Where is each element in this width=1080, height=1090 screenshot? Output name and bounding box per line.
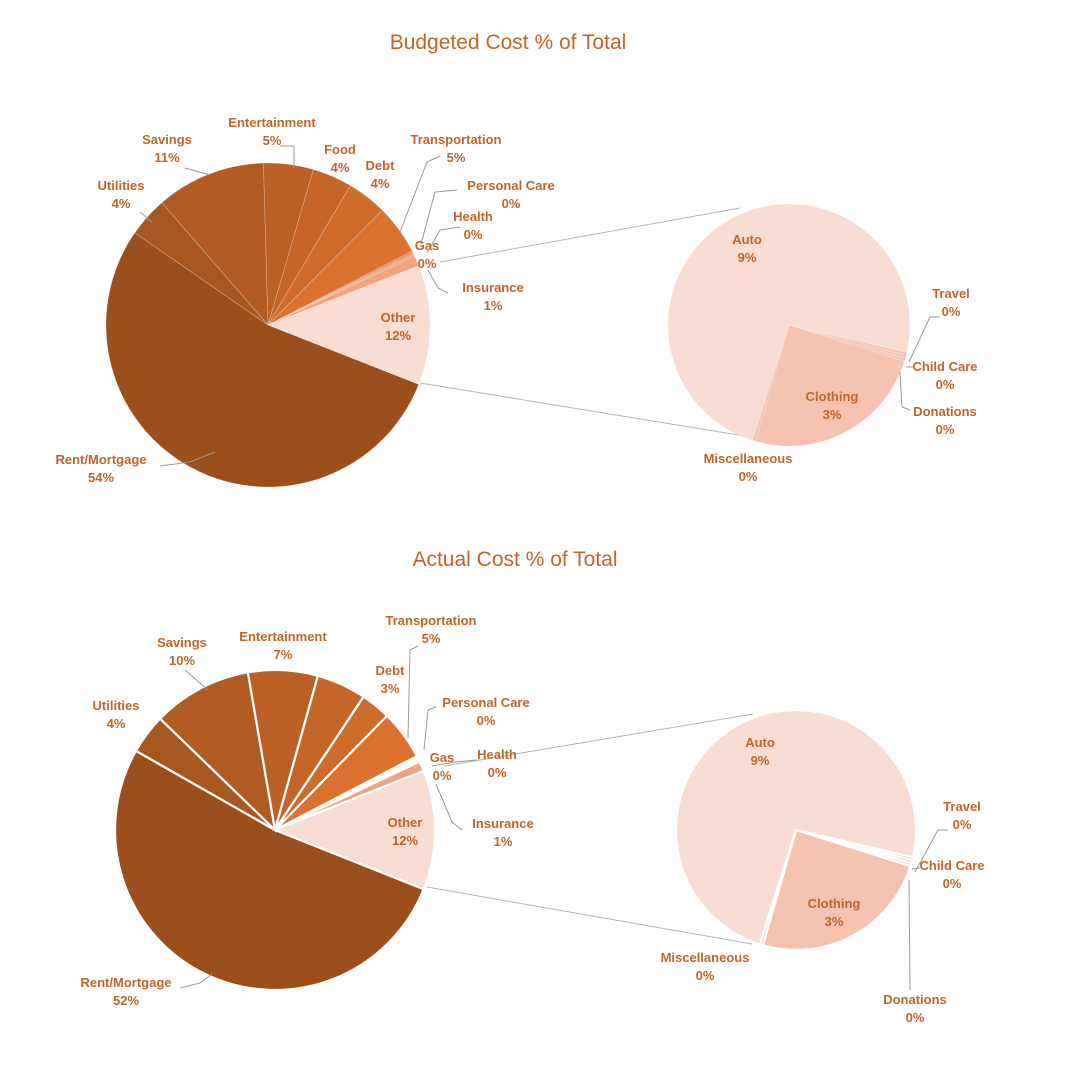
budgeted-secondary-slice-auto [667,203,911,441]
actual-secondary-leader-donations [908,879,911,991]
budgeted-secondary-slice-travel [788,324,908,356]
budgeted-secondary-slice-donations [788,324,906,362]
actual-secondary-slice-clothing [761,828,912,952]
budgeted-main-label-insurance: Insurance 1% [462,280,523,313]
actual-main-label-debt: Debt 3% [376,663,406,696]
budgeted-secondary-label-auto: Auto 9% [732,232,762,265]
actual-cost-chart: Actual Cost % of Total Rent/Mortgage 52% U… [81,548,985,1025]
actual-secondary-label-clothing: Clothing 3% [808,896,861,929]
budgeted-main-slice-debt [267,185,383,326]
actual-main-label-health: Health 0% [477,747,517,780]
actual-main-label-transportation: Transportation 5% [385,613,476,646]
budgeted-main-leader-insurance [427,269,449,294]
actual-main-label-insurance: Insurance 1% [472,816,533,849]
actual-main-label-entertainment: Entertainment 7% [239,629,327,662]
budgeted-secondary-label-donations: Donations 0% [913,404,977,437]
actual-main-leader-transportation [407,645,419,739]
budgeted-secondary-label-travel: Travel 0% [932,286,970,319]
budgeted-main-label-personal-care: Personal Care 0% [467,178,554,211]
actual-main-leader-personal-care [423,706,437,751]
actual-main-label-food: Food 5% [316,696,348,729]
budgeted-main-leader-personal-care [420,189,458,245]
budgeted-main-leader-rent-mortgage [159,451,216,467]
actual-secondary-label-auto: Auto 9% [745,735,775,768]
budgeted-main-slice-gas [267,254,416,326]
budgeted-main-label-rent-mortgage: Rent/Mortgage 54% [56,452,147,485]
budgeted-main-leader-utilities [139,211,153,223]
actual-main-label-gas: Gas 0% [430,750,455,783]
budgeted-secondary-label-clothing: Clothing 3% [806,389,859,422]
actual-secondary-label-travel: Travel 0% [943,799,981,832]
budgeted-secondary-slice-child-care [788,324,907,359]
budgeted-main-label-savings: Savings 11% [142,132,192,165]
actual-secondary-label-child-care: Child Care 0% [919,858,984,891]
budgeted-main-slice-personal-care [267,250,414,326]
actual-main-leader-savings [184,669,209,691]
budgeted-secondary-leader-donations [899,371,911,411]
budgeted-main-label-gas: Gas 0% [415,238,440,271]
budgeted-main-label-other: Other 12% [381,310,416,343]
actual-secondary-leader-child-care [911,867,921,870]
budgeted-secondary-slice-clothing [755,324,905,447]
budgeted-connector-line [439,207,741,263]
budgeted-main-slice-savings [161,162,269,326]
budgeted-main-label-debt: Debt 4% [366,158,396,191]
budgeted-main-leader-savings [184,167,211,176]
actual-main-slice-other [272,769,437,891]
budgeted-secondary-slice-miscellaneous [752,324,790,442]
budgeted-main-slice-transportation [267,209,413,326]
budgeted-secondary-leader-travel [908,316,940,363]
budgeted-main-label-transportation: Transportation 5% [410,132,501,165]
actual-main-label-rent-mortgage: Rent/Mortgage 52% [81,975,172,1008]
budgeted-connector-line [419,382,758,439]
actual-main-leader-insurance [435,783,463,831]
budgeted-main-label-health: Health 0% [453,209,493,242]
budgeted-chart-title: Budgeted Cost % of Total [390,31,627,54]
actual-chart-title: Actual Cost % of Total [412,548,617,571]
budgeted-main-label-food: Food 4% [324,142,356,175]
actual-main-label-personal-care: Personal Care 0% [442,695,529,728]
budgeted-main-slice-entertainment [263,162,314,326]
actual-main-slice-rent-mortgage [113,749,426,992]
actual-secondary-slice-miscellaneous [758,829,798,947]
budgeted-cost-chart: Budgeted Cost % of Total Rent/Mortgage 54… [56,31,978,488]
budgeted-main-leader-entertainment [280,145,295,168]
budgeted-main-slice-health [267,252,415,326]
budgeted-main-leader-health [426,226,461,254]
actual-connector-line [443,713,754,767]
actual-main-label-utilities: Utilities 4% [93,698,140,731]
budgeted-main-slice-rent-mortgage [105,232,420,488]
actual-connector-line [426,886,753,945]
budgeted-main-leader-transportation [399,155,441,233]
actual-secondary-slice-auto [674,708,918,946]
budgeted-secondary-label-child-care: Child Care 0% [912,359,977,392]
actual-secondary-leader-travel [914,829,948,873]
budgeted-main-label-utilities: Utilities 4% [98,178,145,211]
budgeted-secondary-label-miscellaneous: Miscellaneous 0% [704,451,793,484]
budgeted-main-label-entertainment: Entertainment 5% [228,115,316,148]
actual-secondary-label-donations: Donations 0% [883,992,947,1025]
budgeted-main-slice-utilities [134,202,269,326]
budgeted-main-slice-other [267,265,431,385]
budgeted-main-slice-insurance [267,256,420,326]
actual-main-label-savings: Savings 10% [157,635,207,668]
actual-main-leader-rent-mortgage [179,973,213,989]
actual-main-slice-savings [158,671,277,834]
actual-secondary-label-miscellaneous: Miscellaneous 0% [661,950,750,983]
budgeted-main-slice-food [267,169,351,326]
actual-main-label-other: Other 12% [388,815,423,848]
actual-main-leader-health [431,759,478,767]
